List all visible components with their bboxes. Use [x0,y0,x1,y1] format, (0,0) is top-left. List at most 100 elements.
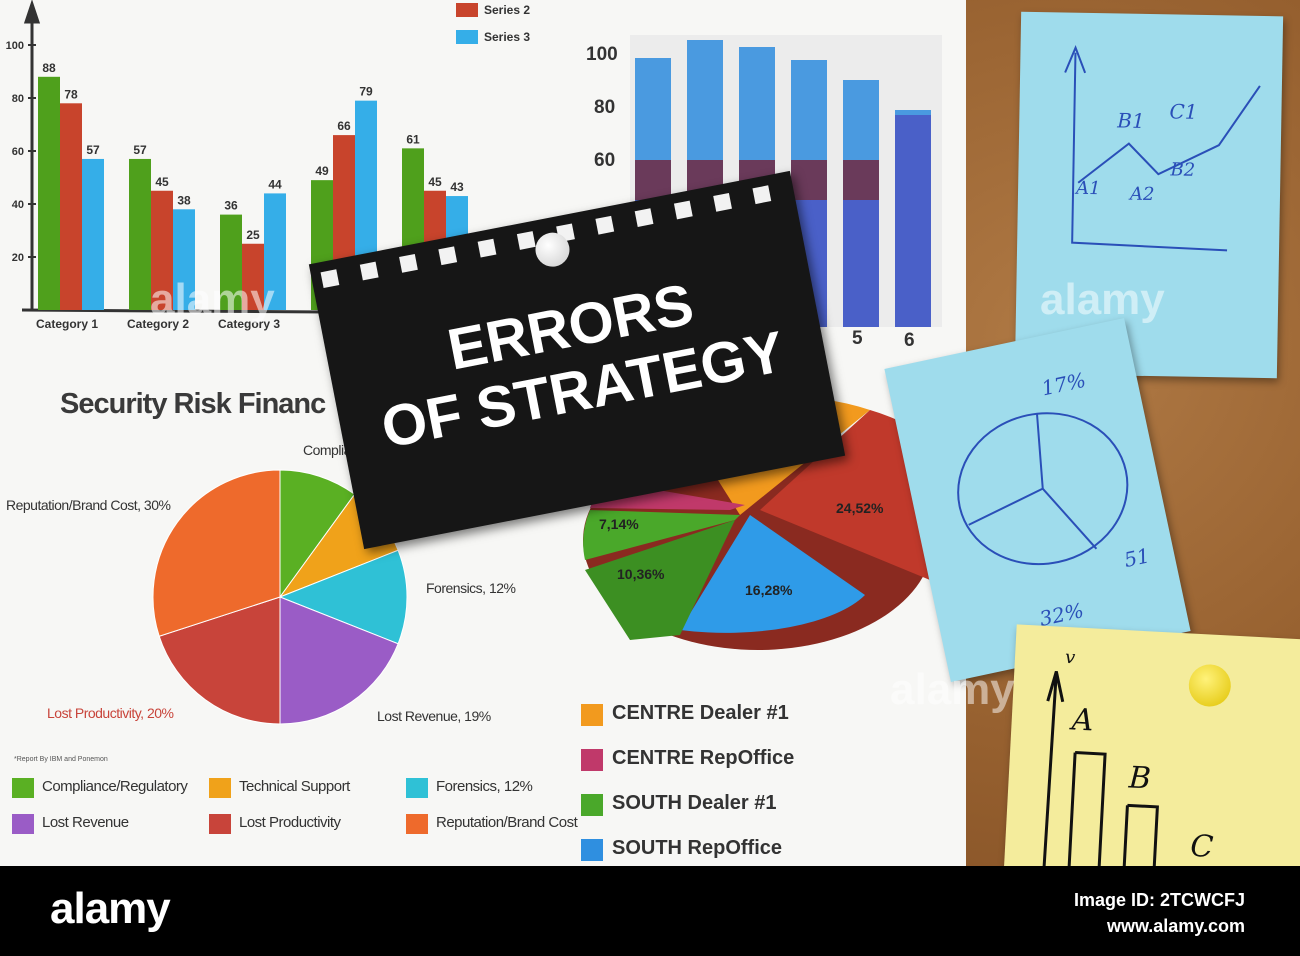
slice-label: 16,28% [745,582,793,598]
y-tick-label: 100 [6,40,24,52]
perforation-hole [516,231,536,250]
bar [82,158,104,310]
bar-value-label: 78 [64,87,78,101]
bar-value-label: 44 [268,177,282,191]
legend-label: SOUTH RepOffice [612,837,783,859]
hand-label: B2 [1170,159,1196,181]
legend-swatch [12,778,34,798]
y-tick-label: 20 [12,252,24,264]
legend-swatch [581,839,603,861]
bar [173,209,195,310]
slice-label: 24,52% [836,500,884,516]
legend-series-3: Series 3 [484,30,531,44]
legend-label: Compliance/Regulatory [42,778,188,795]
legend-swatch [209,814,231,834]
note-text: ERRORS OF STRATEGY [324,249,829,468]
perforation-hole [477,238,497,258]
hand-label: v [1064,646,1076,669]
bar-value-label: 45 [155,175,169,189]
watermark: alamy [890,665,1015,714]
image-id: Image ID: 2TCWCFJ [1073,890,1245,910]
slice-10 [583,510,740,560]
bar-value-label: 61 [406,132,420,146]
legend-series-2: Series 2 [484,3,531,17]
stacked-segment [635,160,671,200]
slice-label: 7,14% [599,516,639,532]
hand-label: A2 [1129,183,1155,206]
legend-swatch-series-2 [456,3,478,17]
bar-value-label: 38 [177,193,191,207]
pie-label-compliance: Complia [303,442,351,458]
hand-label: A1 [1075,177,1101,200]
pie-label-forensics: Forensics, 12% [426,580,516,596]
sticky-note-pie-sketch: 17% 51 32% [884,318,1191,682]
legend-swatch-series-3 [456,30,478,44]
bar [151,190,173,310]
sticky-note-line-graph: B1 C1 A1 A2 B2 [1014,11,1284,379]
perforation-hole [713,192,732,212]
bar [264,193,286,310]
hand-label: B1 [1117,108,1145,133]
legend-label: Lost Productivity [239,814,341,831]
pie-slice [279,596,399,725]
legend-label: SOUTH Dealer #1 [612,792,777,814]
legend-swatch [209,778,231,798]
pie-sketch [957,412,1129,566]
sticky-note-bar-sketch: A B C v [1003,624,1300,890]
legend-label: Reputation/Brand Cost [436,814,578,831]
y-tick-label: 80 [12,93,24,105]
y-tick-label: 60 [12,146,24,158]
bar-value-label: 57 [133,143,147,157]
perforation-hole [752,185,772,205]
legend-label: CENTRE RepOffice [612,747,795,769]
bar-value-label: 66 [337,119,351,133]
perforation-hole [673,200,693,220]
bar-value-label: 49 [315,164,329,178]
hand-label: C1 [1169,99,1198,124]
perforation-hole [359,261,379,281]
stacked-segment [895,115,931,327]
legend-label: Forensics, 12% [436,778,533,795]
slice-10-side [585,520,735,640]
hand-label: C [1189,828,1215,865]
legend-swatch [406,778,428,798]
pie-label-lost-productivity: Lost Productivity, 20% [47,705,174,721]
footer-bar: alamy Image ID: 2TCWCFJ www.alamy.com [0,866,1300,956]
stacked-segment [843,200,879,327]
y-tick: 100 [586,44,618,65]
watermark: alamy [150,275,275,324]
footer-url: www.alamy.com [1106,916,1245,936]
bar [129,158,151,310]
category-label: Category 3 [218,317,280,331]
legend-label: CENTRE Dealer #1 [612,702,789,724]
bar-value-label: 25 [246,228,260,242]
pie-label-lost-revenue: Lost Revenue, 19% [377,708,491,724]
alamy-logo: alamy [50,884,171,933]
perforation-hole [634,208,654,227]
legend-swatch [406,814,428,834]
category-label: Category 1 [36,317,98,331]
slice-16 [680,515,865,633]
bar-value-label: 88 [42,61,56,75]
x-tick: 6 [904,330,915,351]
stacked-segment [843,160,879,200]
legend-label: Lost Revenue [42,814,129,831]
pie-slice [158,596,281,725]
bar [60,103,82,310]
security-risk-pie [152,469,408,725]
perforation-hole [438,246,458,266]
bar [242,243,264,310]
legend-swatch [581,749,603,771]
watermark: alamy [1040,275,1165,324]
y-tick-label: 40 [12,199,24,211]
pie-title: Security Risk Financ [60,388,326,420]
bar-value-label: 43 [450,180,464,194]
bar-value-label: 79 [359,85,373,99]
y-axis [23,0,41,310]
hand-label: A [1070,702,1095,739]
bar-value-label: 36 [224,199,238,213]
bar-value-label: 57 [86,143,100,157]
perforation-hole [595,215,615,235]
stacked-bar-chart [630,35,942,327]
footnote: *Report By IBM and Ponemon [14,756,108,763]
